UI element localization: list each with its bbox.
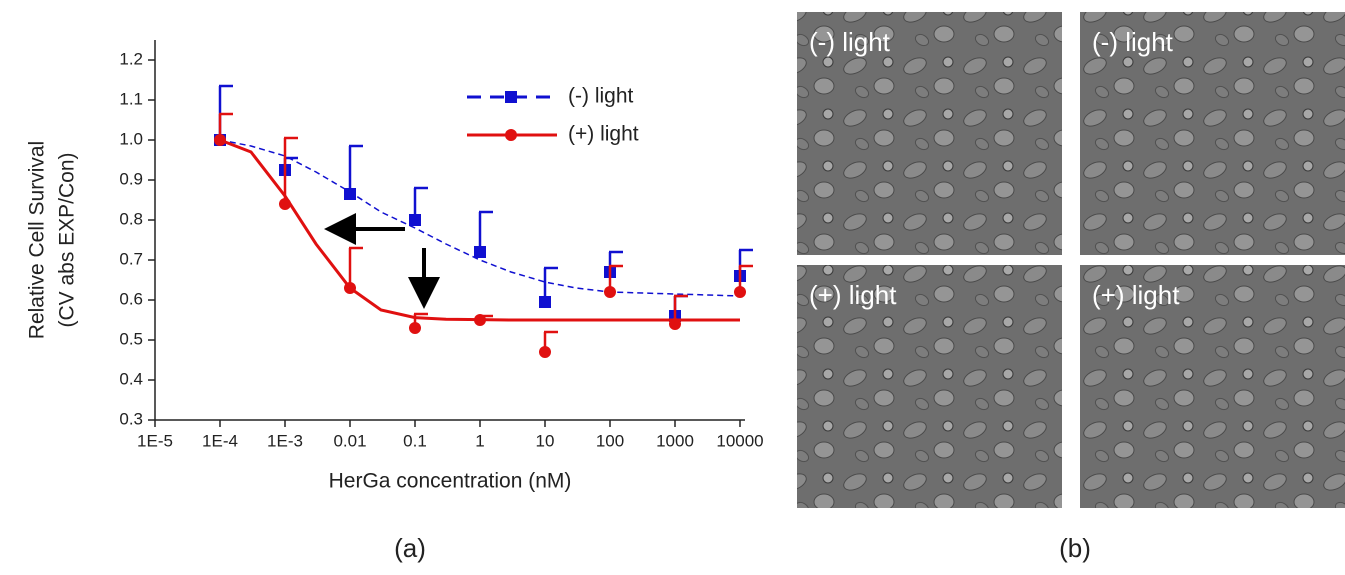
y-tick-label: 1.1 (119, 89, 143, 108)
panel-label: (+) light (1092, 280, 1180, 310)
x-tick-label: 1 (475, 431, 484, 450)
y-tick-label: 0.8 (119, 209, 143, 228)
data-point (344, 282, 356, 294)
micrograph (797, 265, 1062, 508)
data-point (344, 188, 356, 200)
x-tick-label: 1E-3 (267, 431, 303, 450)
data-point (604, 286, 616, 298)
data-point (734, 286, 746, 298)
micrograph (1080, 12, 1345, 255)
fit-line (219, 138, 740, 322)
y-tick-label: 0.9 (119, 169, 143, 188)
data-point (409, 214, 421, 226)
x-tick-label: 1E-5 (137, 431, 173, 450)
data-point (539, 346, 551, 358)
x-tick-label: 10 (536, 431, 555, 450)
data-point (539, 296, 551, 308)
y-tick-label: 0.7 (119, 249, 143, 268)
x-tick-label: 0.1 (403, 431, 427, 450)
y-tick-label: 1.2 (119, 49, 143, 68)
data-point (474, 314, 486, 326)
y-axis-label: Relative Cell Survival (26, 141, 49, 339)
x-axis-label: HerGa concentration (nM) (329, 470, 572, 493)
error-bar (478, 210, 493, 252)
fit-line (219, 139, 741, 297)
y-tick-label: 0.3 (119, 409, 143, 428)
y-tick-label: 0.6 (119, 289, 143, 308)
legend-label: (-) light (568, 85, 634, 108)
data-point (409, 322, 421, 334)
legend-label: (+) light (568, 123, 639, 146)
legend-marker (505, 129, 517, 141)
y-tick-label: 0.5 (119, 329, 143, 348)
x-tick-label: 10000 (716, 431, 763, 450)
caption: (b) (1059, 533, 1091, 563)
data-point (214, 134, 226, 146)
y-tick-label: 0.4 (119, 369, 143, 388)
x-tick-label: 100 (596, 431, 624, 450)
y-axis-label: (CV abs EXP/Con) (56, 152, 79, 327)
caption: (a) (394, 533, 426, 563)
x-tick-label: 1000 (656, 431, 694, 450)
error-bar (283, 136, 298, 204)
micrograph (797, 12, 1062, 255)
y-tick-label: 1.0 (119, 129, 143, 148)
legend-marker (505, 91, 517, 103)
chart-axes (154, 40, 745, 421)
data-point (279, 198, 291, 210)
x-tick-label: 1E-4 (202, 431, 238, 450)
x-tick-label: 0.01 (333, 431, 366, 450)
panel-label: (-) light (809, 27, 891, 57)
data-point (474, 246, 486, 258)
panel-label: (+) light (809, 280, 897, 310)
error-bar (348, 144, 363, 194)
panel-label: (-) light (1092, 27, 1174, 57)
micrograph (1080, 265, 1345, 508)
error-bar (348, 246, 363, 288)
data-point (669, 318, 681, 330)
